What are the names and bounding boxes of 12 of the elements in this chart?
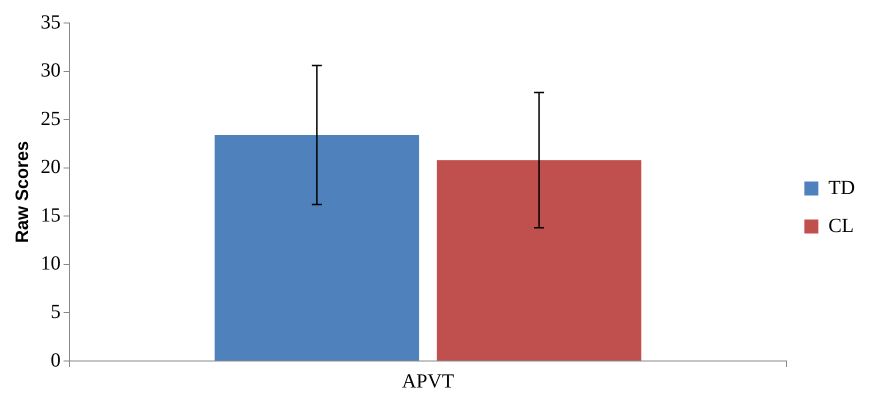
y-tick-label: 30 xyxy=(40,60,61,82)
y-tick-label: 5 xyxy=(50,300,61,323)
y-tick-label: 0 xyxy=(50,349,61,372)
x-tick-label: APVT xyxy=(402,370,454,392)
y-tick-label: 35 xyxy=(40,11,61,34)
y-axis-title: Raw Scores xyxy=(12,140,32,244)
y-tick-label: 20 xyxy=(40,156,61,178)
y-tick-label: 15 xyxy=(40,204,61,226)
y-tick-label: 25 xyxy=(40,108,61,130)
y-tick-label: 10 xyxy=(40,252,61,275)
legend-label: TD xyxy=(828,176,856,199)
legend-label: CL xyxy=(828,214,854,237)
